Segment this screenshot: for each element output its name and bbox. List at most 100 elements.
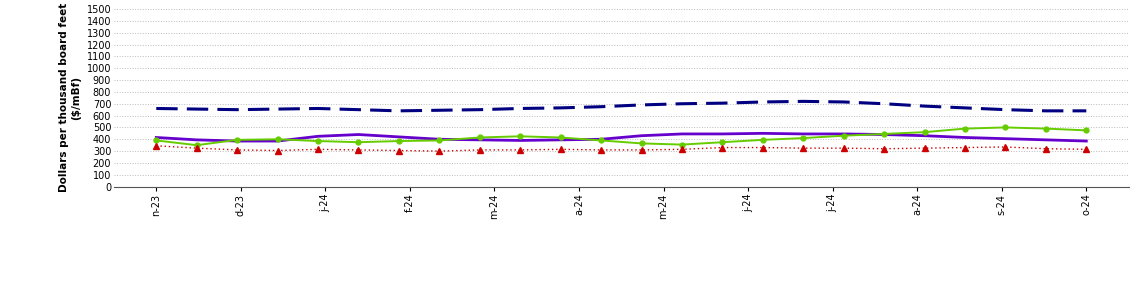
- 2x4 Eastern (CAD): [554, 106, 568, 110]
- Composite (USD): [837, 134, 850, 138]
- 2x4 Eastern (CAD): [756, 100, 770, 104]
- 2x4 Western (USD): [311, 135, 325, 138]
- 2x4 Utility (USD): [756, 146, 770, 149]
- 2x4 Western (USD): [473, 138, 487, 142]
- 2x4 Western (USD): [918, 134, 931, 138]
- Composite (USD): [513, 135, 527, 138]
- Line: Composite (USD): Composite (USD): [154, 125, 1089, 147]
- 2x4 Utility (USD): [716, 146, 730, 149]
- 2x4 Utility (USD): [594, 148, 608, 152]
- 2x4 Western (USD): [554, 138, 568, 142]
- Composite (USD): [351, 140, 365, 144]
- Line: 2x4 Western (USD): 2x4 Western (USD): [156, 133, 1086, 141]
- 2x4 Western (USD): [1080, 139, 1093, 143]
- 2x4 Western (USD): [999, 137, 1012, 141]
- 2x4 Utility (USD): [999, 145, 1012, 149]
- 2x4 Eastern (CAD): [594, 105, 608, 109]
- 2x4 Eastern (CAD): [797, 100, 811, 103]
- 2x4 Utility (USD): [837, 146, 850, 150]
- 2x4 Eastern (CAD): [959, 106, 972, 110]
- Composite (USD): [311, 139, 325, 143]
- 2x4 Western (USD): [716, 132, 730, 136]
- 2x4 Eastern (CAD): [513, 107, 527, 110]
- 2x4 Utility (USD): [473, 148, 487, 152]
- 2x4 Utility (USD): [675, 147, 689, 151]
- 2x4 Eastern (CAD): [392, 109, 406, 113]
- 2x4 Utility (USD): [878, 147, 891, 150]
- 2x4 Eastern (CAD): [1039, 109, 1052, 113]
- 2x4 Utility (USD): [918, 146, 931, 150]
- 2x4 Eastern (CAD): [918, 104, 931, 108]
- 2x4 Utility (USD): [554, 147, 568, 151]
- 2x4 Utility (USD): [1039, 147, 1052, 150]
- Composite (USD): [594, 139, 608, 142]
- Composite (USD): [878, 132, 891, 136]
- 2x4 Utility (USD): [311, 147, 325, 151]
- 2x4 Utility (USD): [1080, 147, 1093, 151]
- 2x4 Utility (USD): [959, 146, 972, 149]
- Line: 2x4 Utility (USD): 2x4 Utility (USD): [153, 143, 1090, 154]
- Composite (USD): [918, 130, 931, 134]
- 2x4 Eastern (CAD): [635, 103, 649, 107]
- 2x4 Western (USD): [270, 139, 284, 143]
- 2x4 Western (USD): [1039, 138, 1052, 142]
- Composite (USD): [554, 136, 568, 139]
- 2x4 Western (USD): [190, 138, 204, 142]
- 2x4 Eastern (CAD): [311, 107, 325, 110]
- 2x4 Eastern (CAD): [149, 107, 163, 110]
- 2x4 Eastern (CAD): [270, 107, 284, 111]
- 2x4 Eastern (CAD): [716, 101, 730, 105]
- Composite (USD): [1080, 129, 1093, 132]
- 2x4 Utility (USD): [797, 146, 811, 150]
- 2x4 Utility (USD): [392, 149, 406, 152]
- 2x4 Western (USD): [594, 138, 608, 141]
- 2x4 Western (USD): [351, 133, 365, 136]
- 2x4 Western (USD): [837, 132, 850, 136]
- 2x4 Utility (USD): [513, 148, 527, 152]
- 2x4 Eastern (CAD): [473, 108, 487, 111]
- Composite (USD): [1039, 127, 1052, 130]
- 2x4 Western (USD): [959, 136, 972, 139]
- 2x4 Eastern (CAD): [675, 102, 689, 106]
- 2x4 Eastern (CAD): [1080, 109, 1093, 113]
- 2x4 Utility (USD): [270, 149, 284, 152]
- 2x4 Eastern (CAD): [999, 108, 1012, 111]
- 2x4 Eastern (CAD): [432, 108, 446, 112]
- 2x4 Eastern (CAD): [190, 107, 204, 111]
- 2x4 Utility (USD): [351, 148, 365, 152]
- 2x4 Western (USD): [392, 135, 406, 139]
- Composite (USD): [230, 138, 244, 142]
- 2x4 Utility (USD): [149, 144, 163, 147]
- Composite (USD): [432, 139, 446, 142]
- 2x4 Eastern (CAD): [837, 100, 850, 104]
- 2x4 Western (USD): [756, 132, 770, 135]
- Composite (USD): [999, 126, 1012, 129]
- Composite (USD): [756, 138, 770, 142]
- Composite (USD): [716, 140, 730, 144]
- Composite (USD): [473, 136, 487, 139]
- Composite (USD): [959, 127, 972, 130]
- 2x4 Utility (USD): [432, 149, 446, 153]
- Composite (USD): [149, 139, 163, 142]
- 2x4 Western (USD): [878, 133, 891, 136]
- Y-axis label: Dollars per thousand board feet
($/mBf): Dollars per thousand board feet ($/mBf): [59, 3, 81, 192]
- 2x4 Utility (USD): [230, 148, 244, 152]
- Line: 2x4 Eastern (CAD): 2x4 Eastern (CAD): [156, 101, 1086, 111]
- 2x4 Eastern (CAD): [230, 108, 244, 111]
- 2x4 Western (USD): [797, 132, 811, 136]
- 2x4 Western (USD): [149, 136, 163, 139]
- Composite (USD): [270, 138, 284, 141]
- Composite (USD): [675, 143, 689, 146]
- 2x4 Western (USD): [513, 139, 527, 142]
- Composite (USD): [190, 143, 204, 147]
- Composite (USD): [392, 139, 406, 143]
- 2x4 Eastern (CAD): [351, 108, 365, 111]
- 2x4 Western (USD): [635, 134, 649, 138]
- 2x4 Eastern (CAD): [878, 102, 891, 106]
- 2x4 Western (USD): [432, 138, 446, 141]
- Composite (USD): [635, 141, 649, 145]
- 2x4 Utility (USD): [635, 148, 649, 152]
- 2x4 Western (USD): [230, 139, 244, 143]
- 2x4 Western (USD): [675, 132, 689, 136]
- Composite (USD): [797, 136, 811, 140]
